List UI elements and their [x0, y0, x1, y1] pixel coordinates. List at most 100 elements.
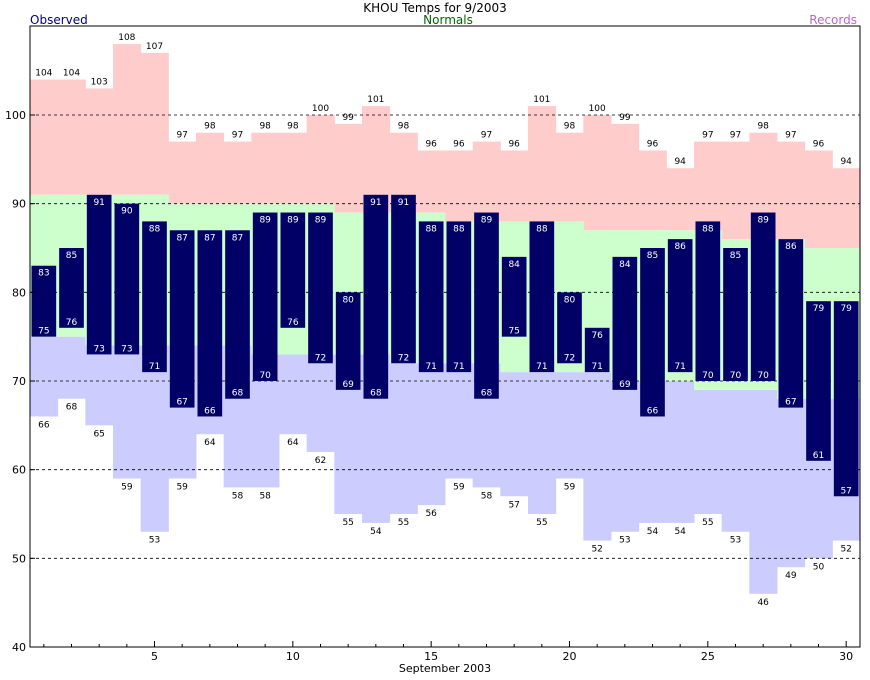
observed-bar [446, 221, 472, 373]
record-low-label: 54 [370, 527, 382, 537]
observed-bar [640, 248, 665, 417]
x-tick-label: 10 [286, 650, 300, 663]
observed-bar [169, 230, 195, 408]
observed-bar [474, 212, 499, 399]
record-high-label: 97 [785, 131, 796, 141]
record-high-label: 96 [647, 139, 659, 149]
record-high-label: 107 [146, 42, 163, 52]
record-high-label: 96 [813, 139, 825, 149]
record-low-label: 58 [259, 491, 271, 501]
record-low-label: 58 [481, 491, 493, 501]
y-tick-label: 60 [12, 464, 26, 477]
record-high-bar [638, 150, 667, 231]
record-low-bar [528, 372, 557, 514]
observed-bar [142, 221, 167, 373]
record-high-bar [57, 79, 86, 195]
record-low-label: 55 [398, 518, 409, 528]
record-high-label: 100 [312, 104, 329, 114]
observed-bar [501, 256, 527, 337]
record-high-bar [611, 123, 640, 231]
record-high-label: 96 [508, 139, 520, 149]
record-low-bar [611, 381, 640, 532]
record-low-label: 64 [287, 438, 299, 448]
record-high-label: 98 [757, 122, 769, 132]
record-low-label: 54 [647, 527, 659, 537]
record-low-label: 68 [66, 403, 78, 413]
observed-bar [612, 256, 638, 390]
observed-high-label: 85 [647, 251, 658, 261]
observed-high-label: 85 [66, 251, 77, 261]
y-tick-label: 100 [5, 109, 26, 122]
record-low-bar [389, 363, 418, 514]
record-high-label: 98 [204, 122, 216, 132]
observed-high-label: 86 [674, 242, 686, 252]
observed-low-label: 76 [287, 318, 299, 328]
record-high-label: 98 [398, 122, 410, 132]
observed-low-label: 66 [647, 406, 659, 416]
record-high-label: 97 [176, 131, 187, 141]
observed-high-label: 88 [702, 224, 714, 234]
observed-low-label: 72 [398, 353, 409, 363]
record-low-label: 65 [93, 429, 104, 439]
observed-high-label: 83 [38, 269, 49, 279]
observed-high-label: 80 [564, 295, 576, 305]
x-tick-label: 20 [563, 650, 577, 663]
record-low-label: 59 [121, 483, 133, 493]
observed-low-label: 76 [66, 318, 78, 328]
observed-low-label: 67 [176, 398, 187, 408]
record-low-label: 66 [38, 420, 50, 430]
record-high-label: 108 [118, 33, 135, 43]
y-tick-label: 50 [12, 552, 26, 565]
record-high-bar [140, 52, 169, 195]
record-low-label: 53 [619, 536, 630, 546]
record-low-label: 57 [508, 500, 519, 510]
observed-bar [750, 212, 776, 381]
observed-high-label: 91 [398, 198, 409, 208]
x-tick-label: 15 [424, 650, 438, 663]
record-high-label: 100 [589, 104, 606, 114]
observed-low-label: 68 [370, 389, 382, 399]
record-high-label: 96 [425, 139, 437, 149]
record-low-bar [113, 345, 142, 479]
record-low-bar [57, 336, 86, 399]
observed-low-label: 69 [342, 380, 354, 390]
observed-low-label: 73 [93, 344, 104, 354]
observed-low-label: 75 [38, 327, 49, 337]
observed-bar [59, 248, 84, 328]
record-high-bar [472, 141, 501, 222]
record-low-label: 59 [564, 483, 576, 493]
record-low-bar [279, 354, 308, 435]
axes-layer: 40 50 60 70 80 90 100 5 10 15 20 25 30 [5, 25, 861, 663]
y-tick-label: 40 [12, 641, 26, 654]
observed-low-label: 70 [757, 371, 769, 381]
observed-high-label: 79 [813, 304, 825, 314]
record-low-bar [666, 381, 695, 523]
record-low-label: 53 [730, 536, 741, 546]
record-high-bar [30, 79, 59, 195]
observed-bar [197, 230, 223, 417]
observed-bar [418, 221, 444, 373]
record-high-label: 98 [564, 122, 576, 132]
record-high-bar [777, 141, 806, 240]
observed-high-label: 91 [370, 198, 381, 208]
observed-high-label: 85 [730, 251, 741, 261]
observed-bar [280, 212, 306, 328]
record-high-label: 101 [367, 95, 384, 105]
observed-high-label: 86 [785, 242, 797, 252]
record-low-label: 49 [785, 571, 797, 581]
record-high-label: 98 [259, 122, 271, 132]
record-high-bar [832, 168, 861, 248]
record-high-bar [500, 150, 529, 222]
record-low-label: 55 [702, 518, 713, 528]
observed-high-label: 84 [619, 260, 631, 270]
observed-high-label: 89 [287, 216, 299, 226]
record-high-label: 104 [35, 69, 52, 79]
record-high-label: 104 [63, 69, 80, 79]
observed-low-label: 71 [149, 362, 160, 372]
y-tick-label: 90 [12, 198, 26, 211]
record-low-bar [583, 372, 612, 541]
observed-high-label: 87 [204, 233, 215, 243]
observed-high-label: 89 [757, 216, 769, 226]
